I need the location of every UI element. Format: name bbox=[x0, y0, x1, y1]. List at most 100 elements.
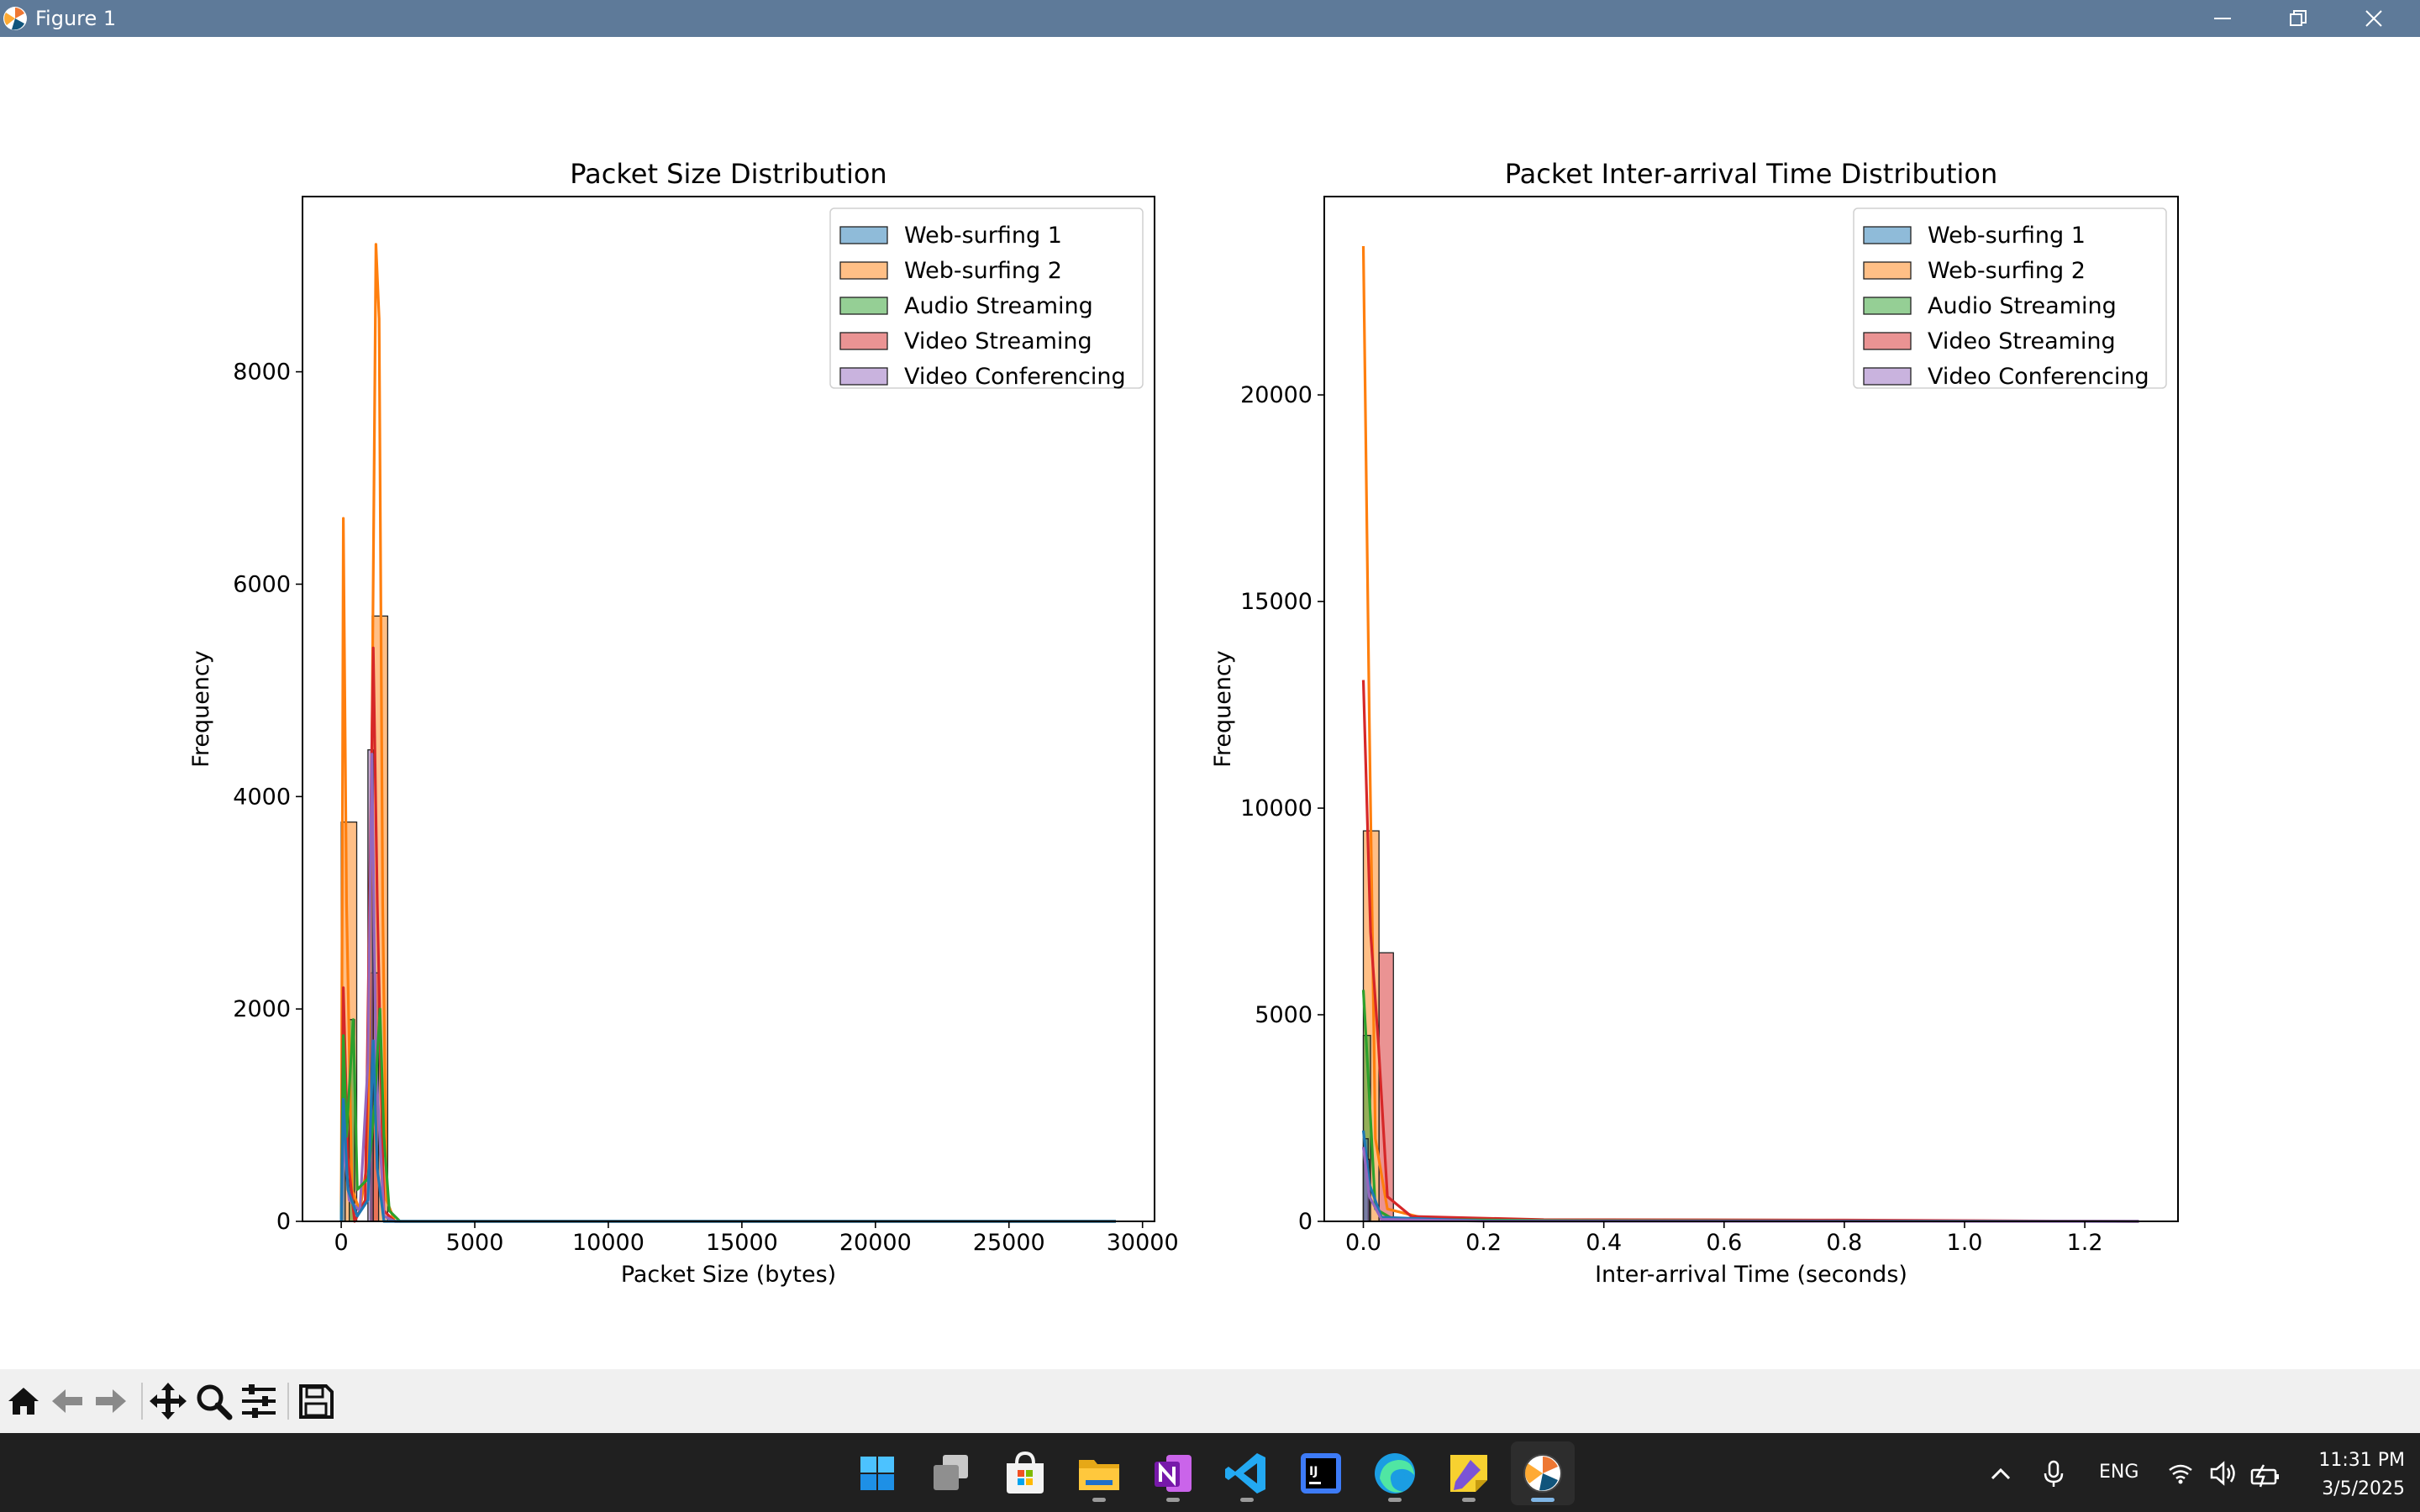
microphone-button[interactable] bbox=[2027, 1441, 2081, 1505]
home-icon bbox=[8, 1388, 39, 1415]
file-explorer-button[interactable] bbox=[1067, 1441, 1131, 1505]
matplotlib-app-icon bbox=[3, 7, 27, 30]
restore-button[interactable] bbox=[2260, 0, 2336, 37]
taskbar: IJ ENG 11:31 PM 3/5/2025 bbox=[0, 1433, 2420, 1512]
legend-label: Video Streaming bbox=[904, 328, 1092, 354]
legend-label: Video Streaming bbox=[1928, 328, 2116, 354]
vscode-icon bbox=[1225, 1453, 1265, 1494]
legend-label: Video Conferencing bbox=[904, 364, 1126, 390]
active-indicator bbox=[1531, 1498, 1555, 1502]
wifi-icon bbox=[2169, 1464, 2192, 1484]
configure-subplots-button[interactable] bbox=[239, 1381, 279, 1421]
svg-text:IJ: IJ bbox=[1309, 1465, 1318, 1478]
restore-icon bbox=[2290, 10, 2307, 26]
running-indicator bbox=[1166, 1498, 1180, 1502]
x-axis-label: Packet Size (bytes) bbox=[621, 1262, 836, 1288]
sticky-notes-button[interactable] bbox=[1437, 1441, 1501, 1505]
y-tick-label: 15000 bbox=[1240, 589, 1313, 615]
show-hidden-icons-button[interactable] bbox=[1971, 1441, 2030, 1505]
legend-label: Audio Streaming bbox=[1928, 293, 2117, 319]
y-tick-label: 10000 bbox=[1240, 795, 1313, 822]
axes-frame bbox=[1323, 196, 2179, 1222]
running-indicator bbox=[1092, 1498, 1106, 1502]
x-tick-label: 15000 bbox=[706, 1230, 778, 1256]
task-view-icon bbox=[934, 1455, 968, 1490]
home-button[interactable] bbox=[3, 1381, 44, 1421]
intellij-icon: IJ bbox=[1301, 1453, 1341, 1494]
y-tick-label: 0 bbox=[276, 1209, 291, 1235]
microphone-icon bbox=[2044, 1460, 2064, 1487]
quick-settings-button[interactable] bbox=[2160, 1441, 2294, 1505]
x-tick-label: 0 bbox=[334, 1230, 348, 1256]
kde-line bbox=[339, 243, 1116, 1223]
legend-swatch bbox=[1863, 297, 1912, 315]
legend-label: Web-surfing 1 bbox=[1928, 223, 2086, 249]
window-title: Figure 1 bbox=[35, 7, 117, 30]
y-tick-label: 4000 bbox=[233, 784, 291, 810]
x-tick-label: 0.2 bbox=[1465, 1230, 1502, 1256]
y-axis-label: Frequency bbox=[1210, 650, 1236, 768]
legend-box bbox=[829, 207, 1144, 389]
x-tick-label: 10000 bbox=[572, 1230, 644, 1256]
kde-line bbox=[339, 1039, 1116, 1223]
legend-label: Web-surfing 1 bbox=[904, 223, 1062, 249]
save-button[interactable] bbox=[296, 1381, 336, 1421]
running-indicator bbox=[1388, 1498, 1402, 1502]
y-tick-label: 5000 bbox=[1255, 1002, 1313, 1028]
legend-label: Web-surfing 2 bbox=[904, 258, 1062, 284]
figure-svg: 0 5000 10000 15000 20000 25000 30000 0 2000 4000 6… bbox=[188, 158, 2179, 1288]
kde-line bbox=[339, 1007, 1116, 1223]
running-indicator bbox=[1240, 1498, 1254, 1502]
start-button[interactable] bbox=[845, 1441, 909, 1505]
chart-title: Packet Inter-arrival Time Distribution bbox=[1505, 158, 1998, 190]
start-icon bbox=[860, 1457, 894, 1490]
floppy-disk-icon bbox=[299, 1384, 334, 1419]
matplotlib-figure-button[interactable] bbox=[1511, 1441, 1575, 1505]
x-tick-label: 30000 bbox=[1107, 1230, 1179, 1256]
legend-label: Web-surfing 2 bbox=[1928, 258, 2086, 284]
forward-button[interactable] bbox=[91, 1381, 131, 1421]
x-tick-label: 1.0 bbox=[1947, 1230, 1983, 1256]
y-tick-label: 2000 bbox=[233, 996, 291, 1022]
onenote-icon bbox=[1155, 1455, 1192, 1492]
vscode-button[interactable] bbox=[1215, 1441, 1279, 1505]
minimize-button[interactable] bbox=[2185, 0, 2260, 37]
arrow-right-icon bbox=[96, 1389, 126, 1413]
close-icon bbox=[2365, 10, 2382, 27]
legend-swatch bbox=[1863, 332, 1912, 350]
x-tick-label: 0.0 bbox=[1345, 1230, 1381, 1256]
legend-swatch bbox=[839, 261, 888, 280]
figure-canvas: 0 5000 10000 15000 20000 25000 30000 0 2000 4000 6… bbox=[0, 37, 2420, 1369]
chevron-up-icon bbox=[1991, 1467, 2011, 1480]
y-tick-label: 8000 bbox=[233, 360, 291, 386]
legend-label: Video Conferencing bbox=[1928, 364, 2149, 390]
back-button[interactable] bbox=[47, 1381, 87, 1421]
legend-swatch bbox=[839, 226, 888, 244]
pan-button[interactable] bbox=[148, 1381, 188, 1421]
legend-swatch bbox=[1863, 261, 1912, 280]
zoom-button[interactable] bbox=[193, 1381, 234, 1421]
kde-line bbox=[339, 646, 1116, 1223]
language-indicator[interactable]: ENG bbox=[2099, 1462, 2139, 1483]
x-tick-label: 1.2 bbox=[2067, 1230, 2103, 1256]
close-button[interactable] bbox=[2336, 0, 2412, 37]
clock[interactable]: 11:31 PM 3/5/2025 bbox=[2294, 1441, 2407, 1505]
legend-swatch bbox=[839, 297, 888, 315]
clock-date: 3/5/2025 bbox=[2322, 1478, 2405, 1499]
arrow-left-icon bbox=[52, 1389, 82, 1413]
legend-box bbox=[1853, 207, 2167, 389]
legend-swatch bbox=[1863, 226, 1912, 244]
axes-packet-size: 0 5000 10000 15000 20000 25000 30000 0 2000 4000 6… bbox=[188, 158, 1179, 1288]
y-axis-label: Frequency bbox=[188, 650, 214, 768]
intellij-button[interactable]: IJ bbox=[1289, 1441, 1353, 1505]
x-tick-label: 0.6 bbox=[1706, 1230, 1742, 1256]
task-view-button[interactable] bbox=[919, 1441, 983, 1505]
navigation-toolbar bbox=[0, 1369, 2420, 1433]
edge-button[interactable] bbox=[1363, 1441, 1427, 1505]
magnifier-icon bbox=[197, 1384, 233, 1420]
microsoft-store-button[interactable] bbox=[993, 1441, 1057, 1505]
legend-swatch bbox=[839, 367, 888, 386]
x-tick-label: 25000 bbox=[973, 1230, 1045, 1256]
legend-swatch bbox=[1863, 367, 1912, 386]
onenote-button[interactable] bbox=[1141, 1441, 1205, 1505]
